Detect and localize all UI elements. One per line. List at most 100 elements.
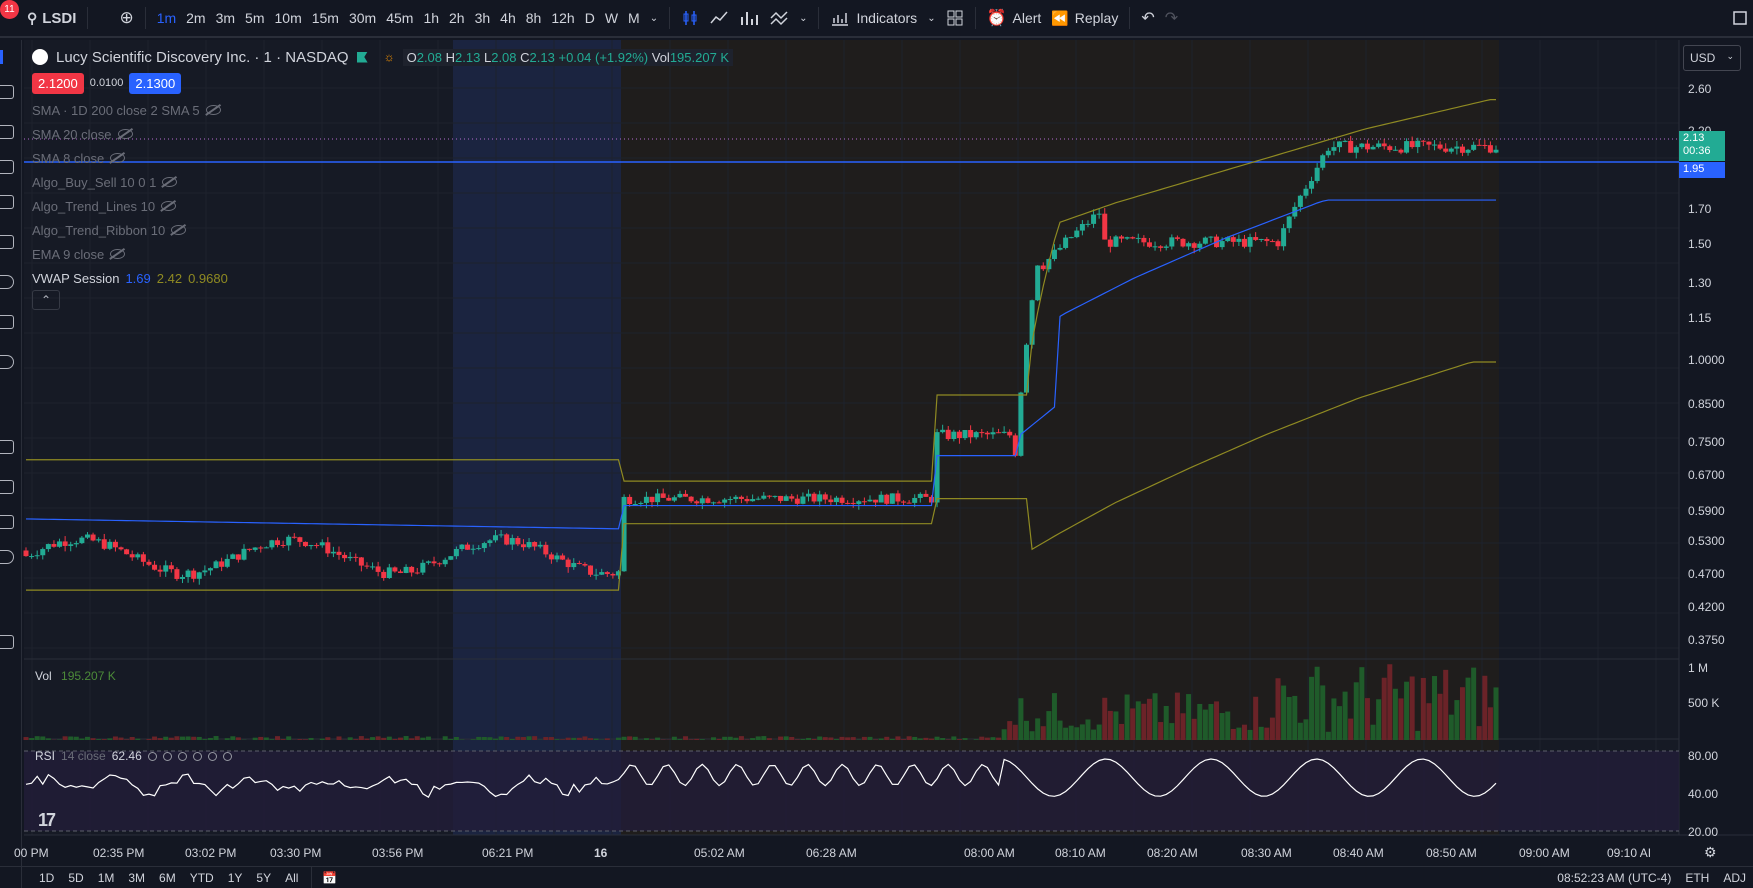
volume-bar [263, 737, 269, 740]
line-chart-icon[interactable] [704, 3, 734, 33]
candle-body [554, 555, 560, 560]
chevron-down-icon[interactable]: ⌄ [927, 12, 936, 24]
replay-button[interactable]: ⏪ Replay [1046, 3, 1123, 33]
indicator-legend-item[interactable]: Algo_Trend_Ribbon 10 [32, 218, 733, 242]
symbol-search[interactable]: ⚲ LSDI [22, 3, 81, 33]
redo-icon[interactable]: ↷ [1164, 10, 1179, 27]
volume-bar [1035, 718, 1041, 740]
legend-title[interactable]: Lucy Scientific Discovery Inc. · 1 · NAS… [56, 48, 349, 66]
interval-10m[interactable]: 10m [274, 10, 302, 26]
chevron-down-icon[interactable]: ⌄ [649, 12, 659, 24]
vwap-legend[interactable]: VWAP Session 1.69 2.42 0.9680 [32, 266, 733, 290]
candles-icon[interactable] [676, 3, 704, 33]
range-3m[interactable]: 3M [128, 870, 146, 885]
hidden-eye-icon[interactable] [171, 225, 187, 235]
range-5d[interactable]: 5D [68, 870, 84, 885]
volume-bar [118, 737, 124, 740]
range-1m[interactable]: 1M [97, 870, 115, 885]
buy-button[interactable]: 2.1300 [129, 72, 182, 94]
interval-30m[interactable]: 30m [348, 10, 377, 26]
session-toggle[interactable]: ETH [1685, 870, 1710, 885]
brush-icon[interactable] [0, 235, 14, 249]
tradingview-logo[interactable]: 17 [38, 810, 56, 830]
time-axis[interactable]: 00 PM 02:35 PM 03:02 PM 03:30 PM 03:56 PM 06:… [14, 840, 1679, 864]
hidden-eye-icon[interactable] [205, 105, 221, 115]
indicator-legend-item[interactable]: Algo_Buy_Sell 10 0 1 [32, 170, 733, 194]
compare-add-icon[interactable]: ⊕ [119, 8, 134, 27]
range-all[interactable]: All [285, 870, 299, 885]
chart-canvas[interactable] [0, 0, 1753, 866]
calendar-icon[interactable]: 📅 [322, 870, 338, 885]
interval-1h[interactable]: 1h [423, 10, 440, 26]
trend-line-icon[interactable] [0, 85, 14, 99]
sell-button[interactable]: 2.1200 [32, 72, 84, 94]
indicator-legend-item[interactable]: SMA 20 close [32, 122, 733, 146]
hidden-eye-icon[interactable] [162, 177, 178, 187]
fib-icon[interactable] [0, 125, 14, 139]
range-1d[interactable]: 1D [39, 870, 55, 885]
volume-bar [1141, 703, 1147, 740]
volume-bar [235, 737, 241, 740]
price-line-tag[interactable]: 1.95 [1679, 162, 1725, 178]
interval-12h[interactable]: 12h [551, 10, 575, 26]
magnet-icon[interactable] [0, 440, 14, 454]
volume-bar [1286, 697, 1292, 740]
notification-badge[interactable]: 11 [0, 0, 19, 19]
renko-icon[interactable] [764, 3, 794, 33]
indicator-legend-item[interactable]: Algo_Trend_Lines 10 [32, 194, 733, 218]
trash-icon[interactable] [0, 550, 14, 564]
interval-8h[interactable]: 8h [525, 10, 542, 26]
interval-4h[interactable]: 4h [500, 10, 516, 26]
eye-icon[interactable] [0, 515, 14, 529]
emoji-icon[interactable] [0, 275, 14, 289]
object-tree-icon[interactable] [0, 635, 14, 649]
interval-2m[interactable]: 2m [186, 10, 206, 26]
undo-icon[interactable]: ↶ [1141, 10, 1155, 27]
alert-button[interactable]: ⏰ Alert [982, 3, 1047, 33]
lock-icon[interactable] [0, 480, 14, 494]
crosshair-icon[interactable] [0, 50, 3, 64]
clock-display[interactable]: 08:52:23 AM (UTC-4) [1557, 870, 1672, 885]
range-ytd[interactable]: YTD [189, 870, 214, 885]
collapse-legend-button[interactable]: ⌃ [32, 290, 60, 310]
volume-bar [1241, 724, 1247, 740]
range-1y[interactable]: 1Y [227, 870, 243, 885]
indicator-legend-item[interactable]: SMA · 1D 200 close 2 SMA 5 [32, 98, 733, 122]
interval-45m[interactable]: 45m [386, 10, 414, 26]
layout-grid-icon[interactable] [941, 3, 969, 33]
hidden-eye-icon[interactable] [110, 153, 126, 163]
interval-d[interactable]: D [584, 10, 595, 26]
adj-toggle[interactable]: ADJ [1723, 870, 1746, 885]
ruler-icon[interactable] [0, 315, 14, 329]
hidden-eye-icon[interactable] [117, 129, 133, 139]
indicator-legend-item[interactable]: EMA 9 close [32, 242, 733, 266]
candle-body [811, 493, 817, 502]
bar-chart-icon[interactable] [734, 3, 764, 33]
indicators-button[interactable]: Indicators [825, 3, 922, 33]
volume-bar [1482, 675, 1488, 740]
currency-selector[interactable]: USD ⌄ [1683, 45, 1741, 71]
interval-w[interactable]: W [604, 10, 619, 26]
chevron-down-icon[interactable]: ⌄ [799, 12, 808, 24]
interval-15m[interactable]: 15m [311, 10, 339, 26]
interval-1m[interactable]: 1m [156, 10, 177, 26]
hidden-eye-icon[interactable] [110, 249, 126, 259]
hidden-eye-icon[interactable] [161, 201, 177, 211]
volume-bar [1258, 726, 1264, 740]
forecast-icon[interactable] [0, 195, 14, 209]
interval-m[interactable]: M [628, 10, 640, 26]
interval-3h[interactable]: 3h [474, 10, 491, 26]
indicators-label: Indicators [856, 10, 918, 26]
volume-bar [649, 739, 655, 740]
range-6m[interactable]: 6M [159, 870, 176, 885]
pattern-icon[interactable] [0, 160, 14, 174]
fullscreen-icon[interactable] [1727, 3, 1753, 33]
settings-gear-icon[interactable]: ⚙ [1704, 844, 1717, 860]
interval-5m[interactable]: 5m [245, 10, 265, 26]
range-5y[interactable]: 5Y [256, 870, 272, 885]
interval-2h[interactable]: 2h [449, 10, 465, 26]
interval-3m[interactable]: 3m [215, 10, 236, 26]
volume-bar [548, 737, 554, 740]
zoom-icon[interactable] [0, 355, 14, 369]
indicator-legend-item[interactable]: SMA 8 close [32, 146, 733, 170]
